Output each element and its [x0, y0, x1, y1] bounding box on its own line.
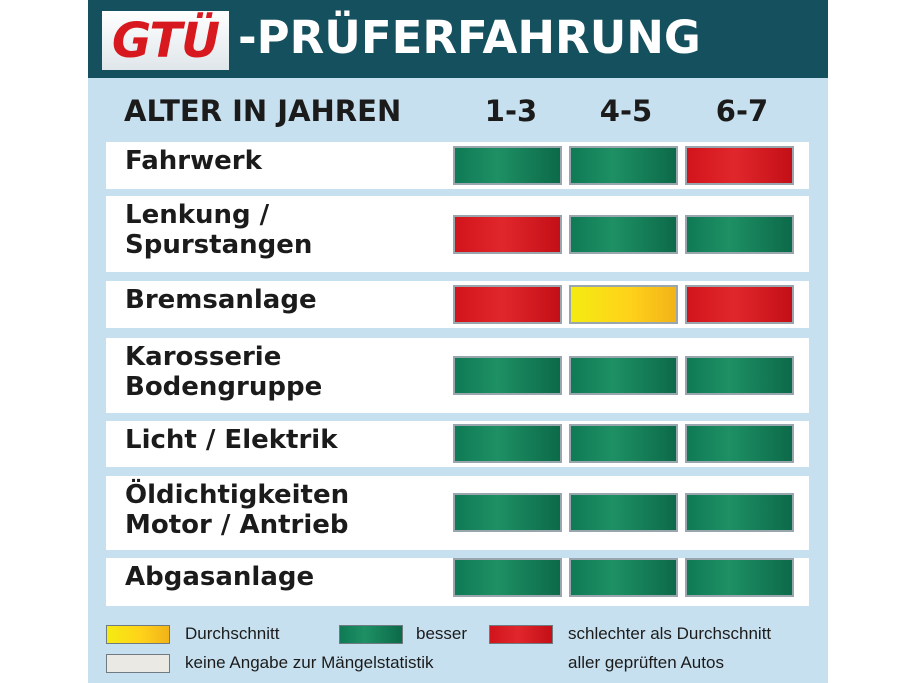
rating-cell [687, 148, 792, 183]
rating-cell [571, 217, 676, 252]
rating-cell [455, 426, 560, 461]
table-row: Fahrwerk [106, 142, 809, 189]
legend-swatch-schlechter [490, 626, 552, 643]
rating-cell [571, 148, 676, 183]
table-row: Abgasanlage [106, 558, 809, 606]
row-header-label: ALTER IN JAHREN [124, 94, 402, 128]
row-label: Öldichtigkeiten Motor / Antrieb [125, 480, 350, 540]
rating-cell [571, 560, 676, 595]
rating-cell [687, 358, 792, 393]
rating-cell [687, 560, 792, 595]
rating-cell [455, 495, 560, 530]
row-label: Lenkung / Spurstangen [125, 200, 313, 260]
rating-cell [687, 426, 792, 461]
rating-cell [455, 560, 560, 595]
legend-label-keine-angabe: keine Angabe zur Mängelstatistik [185, 653, 434, 672]
row-label: Licht / Elektrik [125, 425, 338, 455]
inspection-card: GTÜ -PRÜFERFAHRUNG ALTER IN JAHREN 1-3 4… [88, 0, 828, 683]
column-header-6-7: 6-7 [715, 94, 769, 128]
page-title: -PRÜFERFAHRUNG [238, 11, 701, 64]
rating-cell [571, 426, 676, 461]
rating-cell [455, 217, 560, 252]
legend-label-besser: besser [416, 624, 468, 643]
table-row: Bremsanlage [106, 281, 809, 328]
legend-swatch-besser [340, 626, 402, 643]
column-header-1-3: 1-3 [484, 94, 538, 128]
rating-cell [571, 358, 676, 393]
gtu-logo: GTÜ [102, 11, 229, 70]
rating-cell [687, 287, 792, 322]
legend-label-durchschnitt: Durchschnitt [185, 624, 280, 643]
table-row: Öldichtigkeiten Motor / Antrieb [106, 476, 809, 550]
rating-cell [571, 287, 676, 322]
gtu-logo-text: GTÜ [111, 13, 220, 69]
rating-cell [687, 217, 792, 252]
rating-cell [455, 148, 560, 183]
column-header-4-5: 4-5 [599, 94, 653, 128]
row-label: Abgasanlage [125, 562, 315, 592]
rating-cell [687, 495, 792, 530]
table-row: Licht / Elektrik [106, 421, 809, 467]
rating-cell [571, 495, 676, 530]
legend-label-schlechter-line2: aller geprüften Autos [568, 653, 724, 672]
table-row: Karosserie Bodengruppe [106, 338, 809, 413]
legend-swatch-durchschnitt [107, 626, 169, 643]
row-label: Karosserie Bodengruppe [125, 342, 323, 402]
title-bar: GTÜ -PRÜFERFAHRUNG [88, 0, 828, 78]
table-row: Lenkung / Spurstangen [106, 196, 809, 272]
legend-swatch-keine-angabe [107, 655, 169, 672]
row-label: Fahrwerk [125, 146, 262, 176]
rating-cell [455, 287, 560, 322]
row-label: Bremsanlage [125, 285, 317, 315]
rating-cell [455, 358, 560, 393]
legend-label-schlechter: schlechter als Durchschnitt [568, 624, 772, 643]
